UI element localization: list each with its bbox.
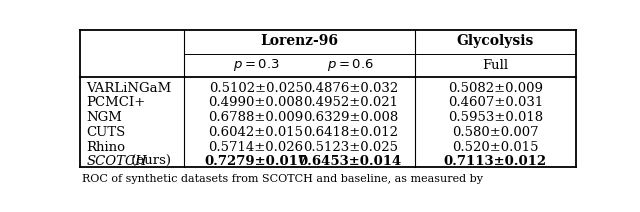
Text: (ours): (ours) [127,155,171,168]
Text: 0.580±0.007: 0.580±0.007 [452,126,539,139]
Text: 0.6453±0.014: 0.6453±0.014 [299,155,402,168]
Text: 0.7279±0.017: 0.7279±0.017 [205,155,308,168]
Text: 0.5102±0.025: 0.5102±0.025 [209,82,303,95]
Text: 0.5082±0.009: 0.5082±0.009 [448,82,543,95]
Text: Full: Full [483,59,508,72]
Text: 0.5953±0.018: 0.5953±0.018 [448,111,543,124]
Text: 0.520±0.015: 0.520±0.015 [452,141,539,153]
Text: SCOTCH: SCOTCH [86,155,147,168]
Text: 0.5123±0.025: 0.5123±0.025 [303,141,398,153]
Text: 0.4952±0.021: 0.4952±0.021 [303,96,398,109]
Text: 0.4990±0.008: 0.4990±0.008 [209,96,303,109]
Text: Rhino: Rhino [86,141,125,153]
Text: 0.6042±0.015: 0.6042±0.015 [209,126,303,139]
Text: Glycolysis: Glycolysis [457,34,534,48]
Text: 0.5714±0.026: 0.5714±0.026 [209,141,303,153]
Text: 0.4876±0.032: 0.4876±0.032 [303,82,398,95]
Text: 0.6329±0.008: 0.6329±0.008 [303,111,398,124]
Text: PCMCI+: PCMCI+ [86,96,146,109]
Text: ROC of synthetic datasets from SCOTCH and baseline, as measured by: ROC of synthetic datasets from SCOTCH an… [83,174,483,184]
Text: 0.4607±0.031: 0.4607±0.031 [448,96,543,109]
Text: $p = 0.3$: $p = 0.3$ [233,57,280,73]
Text: 0.7113±0.012: 0.7113±0.012 [444,155,547,168]
Text: VARLiNGaM: VARLiNGaM [86,82,172,95]
Text: Lorenz-96: Lorenz-96 [260,34,339,48]
Text: NGM: NGM [86,111,122,124]
Text: CUTS: CUTS [86,126,125,139]
Text: 0.6418±0.012: 0.6418±0.012 [303,126,398,139]
Text: $p = 0.6$: $p = 0.6$ [327,57,374,73]
Text: 0.6788±0.009: 0.6788±0.009 [209,111,304,124]
